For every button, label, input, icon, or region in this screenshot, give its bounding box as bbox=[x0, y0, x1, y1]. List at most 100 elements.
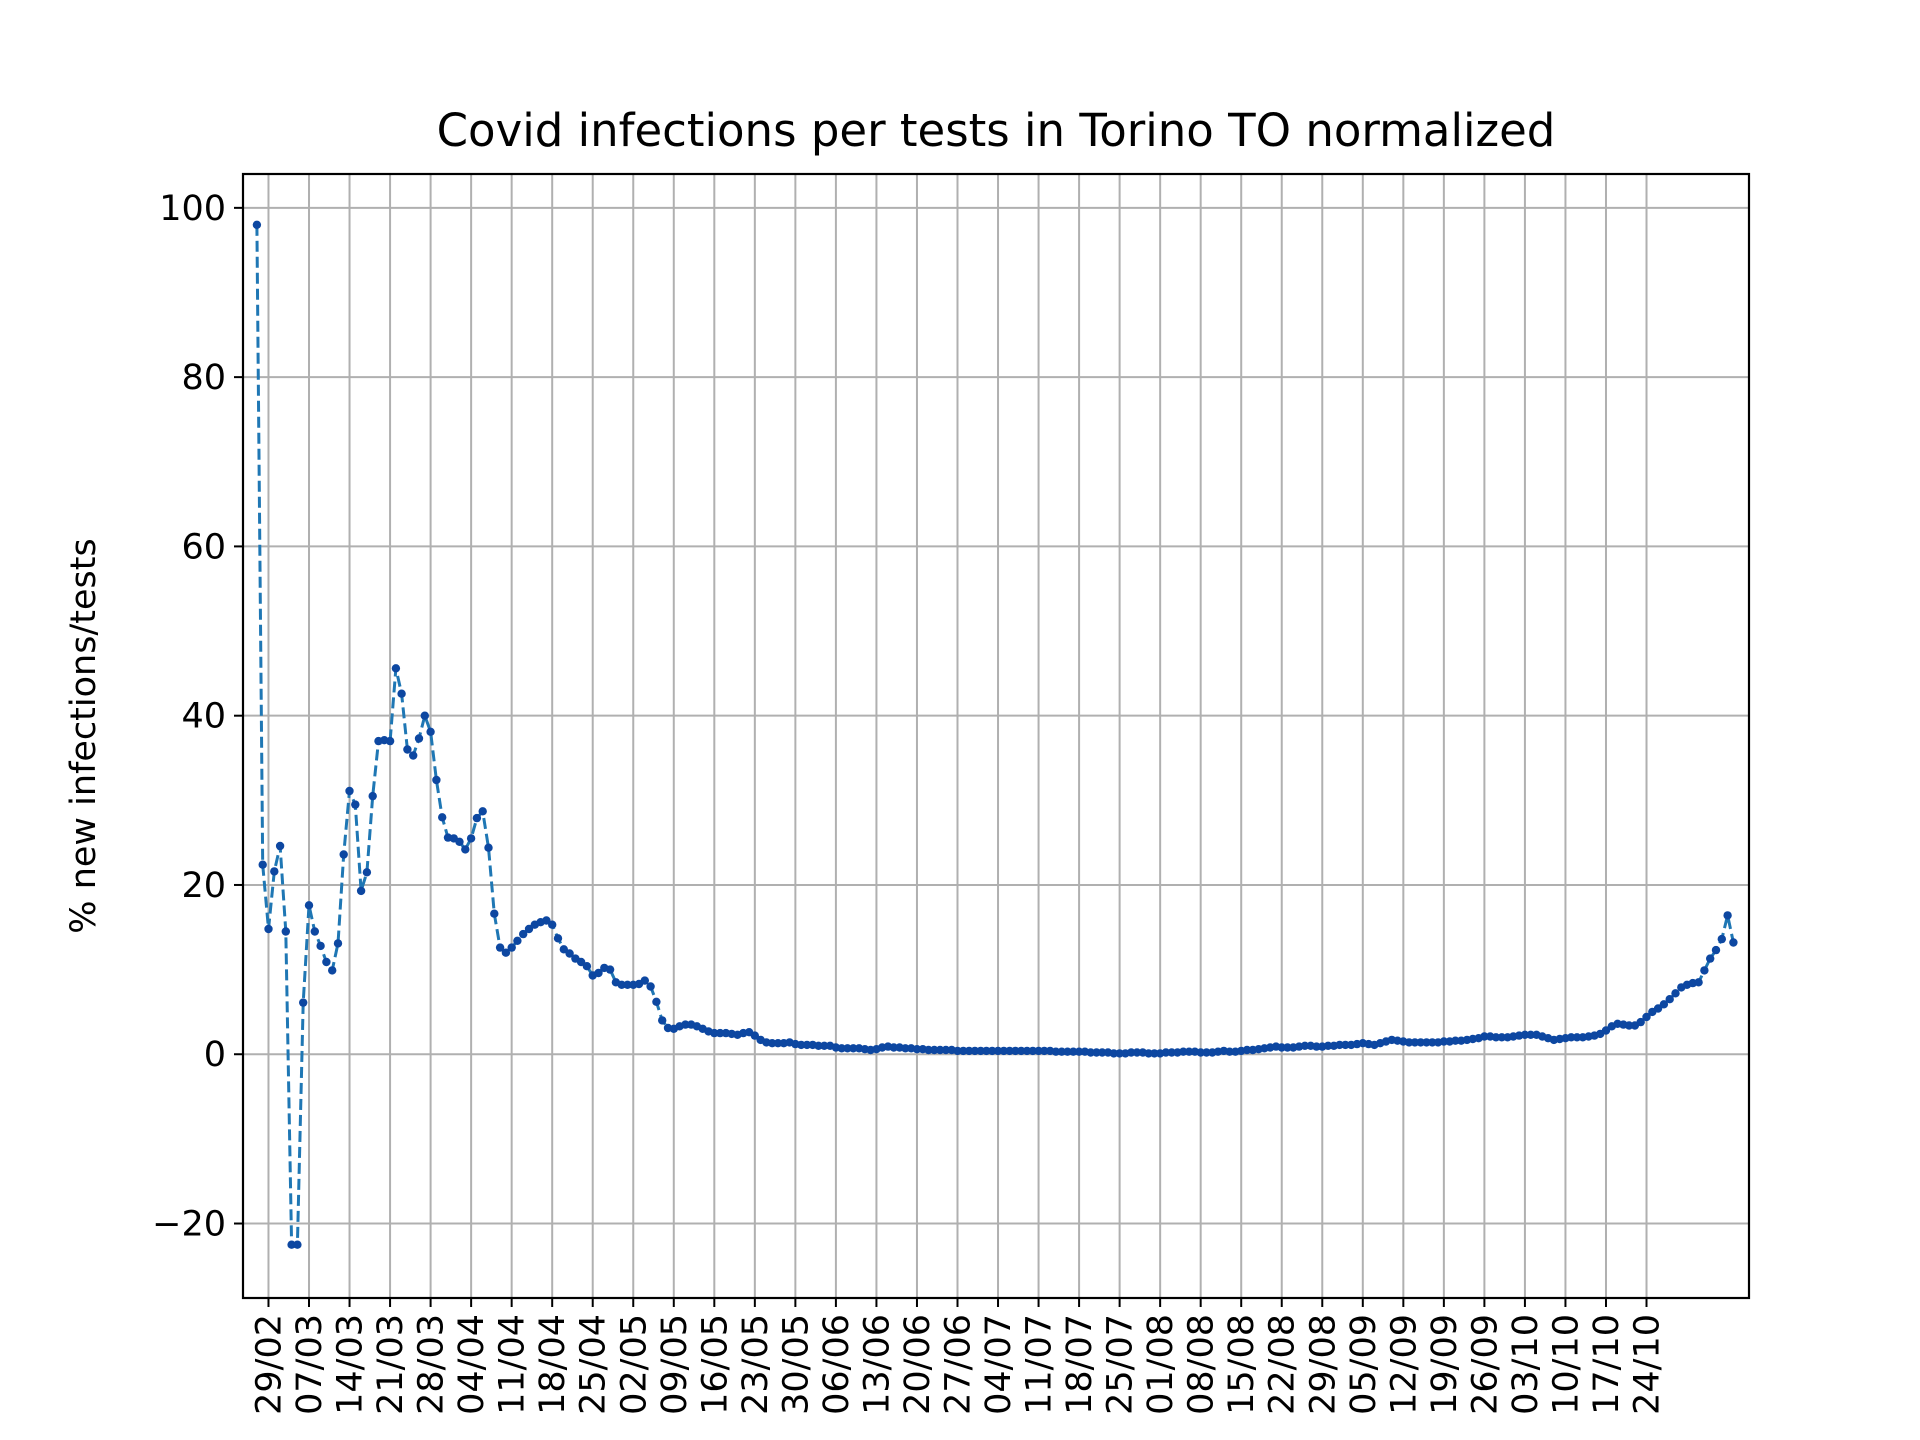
data-point bbox=[1202, 1048, 1211, 1057]
data-point bbox=[594, 968, 603, 978]
data-point bbox=[461, 845, 470, 854]
data-point bbox=[426, 727, 435, 736]
data-point bbox=[270, 867, 279, 876]
data-point bbox=[293, 1240, 302, 1249]
data-point bbox=[368, 791, 377, 801]
x-tick-label: 19/09 bbox=[1425, 1314, 1465, 1415]
data-point bbox=[988, 1046, 997, 1056]
data-point bbox=[345, 786, 354, 796]
x-tick-label: 01/08 bbox=[1141, 1314, 1181, 1415]
data-point bbox=[1167, 1048, 1176, 1057]
data-point bbox=[941, 1045, 951, 1055]
y-tick-label: 0 bbox=[204, 1035, 226, 1075]
data-point bbox=[773, 1039, 783, 1048]
data-point bbox=[1312, 1042, 1321, 1051]
x-axis-ticks: 29/02 07/03 14/03 21/03 28/03 04/04 11/04 18/04… bbox=[249, 1298, 1668, 1415]
data-point bbox=[362, 868, 372, 877]
data-point bbox=[542, 916, 551, 925]
data-point bbox=[501, 948, 511, 957]
data-point bbox=[715, 1028, 725, 1038]
data-point bbox=[681, 1020, 690, 1029]
data-point bbox=[403, 745, 412, 754]
data-point bbox=[993, 1046, 1003, 1056]
data-point bbox=[1404, 1038, 1414, 1047]
data-point bbox=[617, 980, 626, 989]
data-point bbox=[1451, 1036, 1460, 1045]
data-point bbox=[275, 841, 285, 851]
data-point bbox=[484, 843, 493, 852]
x-tick-label: 08/08 bbox=[1182, 1314, 1222, 1415]
data-point bbox=[1428, 1038, 1437, 1047]
data-point bbox=[397, 689, 406, 698]
data-point bbox=[1323, 1041, 1333, 1051]
data-point bbox=[1480, 1032, 1489, 1041]
x-tick-label: 28/03 bbox=[412, 1314, 452, 1415]
x-tick-label: 12/09 bbox=[1384, 1314, 1424, 1415]
data-point bbox=[1717, 934, 1727, 944]
data-point bbox=[1127, 1048, 1136, 1057]
data-point bbox=[519, 929, 528, 939]
data-point bbox=[605, 965, 615, 974]
data-point bbox=[652, 997, 661, 1006]
data-point bbox=[1526, 1030, 1535, 1040]
data-point bbox=[582, 962, 592, 971]
x-tick-label: 07/03 bbox=[290, 1314, 330, 1415]
plot-frame bbox=[241, 172, 1751, 1300]
data-point bbox=[1422, 1038, 1431, 1047]
data-point bbox=[1022, 1046, 1032, 1056]
y-tick-label: 40 bbox=[181, 697, 226, 737]
data-point bbox=[1410, 1038, 1420, 1047]
data-point bbox=[316, 941, 325, 951]
data-point bbox=[640, 976, 649, 985]
data-point bbox=[299, 998, 308, 1007]
x-tick-label: 05/09 bbox=[1344, 1314, 1384, 1415]
data-point bbox=[495, 943, 505, 952]
data-point bbox=[658, 1016, 667, 1025]
x-tick-label: 17/10 bbox=[1587, 1314, 1627, 1415]
y-axis-ticks: −20 0 20 40 60 80 100 bbox=[152, 189, 243, 1245]
data-point bbox=[576, 957, 586, 967]
data-point bbox=[310, 927, 319, 936]
data-point bbox=[889, 1043, 898, 1052]
data-point bbox=[1700, 966, 1709, 975]
data-point bbox=[1283, 1043, 1292, 1052]
data-point bbox=[710, 1028, 719, 1038]
y-tick-label: 100 bbox=[159, 189, 226, 229]
data-point bbox=[258, 860, 267, 869]
data-point bbox=[843, 1044, 852, 1053]
data-point bbox=[1439, 1037, 1449, 1046]
data-point bbox=[1040, 1046, 1049, 1056]
data-point bbox=[964, 1046, 974, 1056]
data-point bbox=[1694, 978, 1703, 987]
data-point bbox=[1497, 1033, 1507, 1042]
data-point bbox=[333, 939, 343, 948]
x-tick-label: 18/04 bbox=[533, 1314, 573, 1415]
data-point bbox=[322, 957, 331, 967]
data-point bbox=[1098, 1048, 1107, 1057]
series-markers bbox=[252, 220, 1738, 1249]
x-tick-label: 29/02 bbox=[249, 1314, 289, 1415]
data-point bbox=[351, 800, 360, 809]
x-tick-label: 29/08 bbox=[1303, 1314, 1343, 1415]
data-point bbox=[820, 1041, 829, 1051]
data-point bbox=[391, 664, 401, 673]
data-point bbox=[1636, 1017, 1645, 1027]
data-point bbox=[1567, 1033, 1576, 1042]
data-point bbox=[252, 220, 262, 229]
data-point bbox=[264, 924, 273, 934]
data-point bbox=[524, 924, 534, 934]
data-point bbox=[281, 927, 290, 936]
data-point bbox=[750, 1031, 759, 1040]
data-point bbox=[924, 1045, 933, 1055]
data-point bbox=[1277, 1043, 1286, 1052]
data-point bbox=[1491, 1033, 1501, 1042]
data-point bbox=[970, 1046, 980, 1056]
data-point bbox=[1642, 1012, 1651, 1022]
data-point bbox=[1665, 995, 1674, 1004]
data-point bbox=[1063, 1047, 1072, 1056]
y-tick-label: 20 bbox=[181, 866, 226, 906]
data-point bbox=[1005, 1046, 1014, 1056]
data-point bbox=[1711, 945, 1721, 955]
